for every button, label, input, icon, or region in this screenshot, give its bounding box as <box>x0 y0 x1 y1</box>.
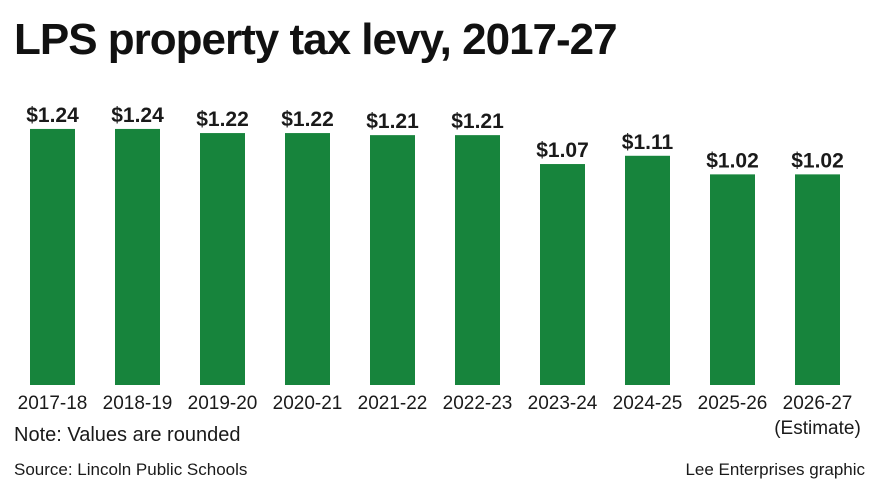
value-label: $1.07 <box>536 139 589 162</box>
value-label: $1.24 <box>26 104 79 127</box>
category-sublabel: (Estimate) <box>774 418 861 439</box>
category-label: 2018-19 <box>103 393 173 414</box>
category-label: 2025-26 <box>698 393 768 414</box>
bar-2018-19 <box>115 128 160 385</box>
bar-2024-25 <box>625 155 670 385</box>
bar-2017-18 <box>30 128 75 385</box>
bar-2019-20 <box>200 133 245 385</box>
chart-note: Note: Values are rounded <box>14 424 241 446</box>
category-label: 2017-18 <box>18 393 88 414</box>
bar-2020-21 <box>285 133 330 385</box>
value-label: $1.11 <box>622 131 674 154</box>
category-label: 2020-21 <box>273 393 343 414</box>
bar-2023-24 <box>540 164 585 385</box>
value-label: $1.02 <box>706 149 759 172</box>
category-label: 2022-23 <box>443 393 513 414</box>
category-label: 2026-27 <box>783 393 853 414</box>
graphic-credit: Lee Enterprises graphic <box>685 460 865 479</box>
category-label: 2023-24 <box>528 393 598 414</box>
category-label: 2024-25 <box>613 393 683 414</box>
value-label: $1.22 <box>196 108 249 131</box>
value-label: $1.02 <box>791 149 844 172</box>
chart-title: LPS property tax levy, 2017-27 <box>14 15 618 64</box>
value-label: $1.21 <box>366 110 419 133</box>
value-label: $1.22 <box>281 108 334 131</box>
value-label: $1.21 <box>451 110 504 133</box>
value-label: $1.24 <box>111 104 164 127</box>
bar-2025-26 <box>710 174 755 385</box>
category-label: 2021-22 <box>358 393 428 414</box>
bar-2022-23 <box>455 135 500 385</box>
category-label: 2019-20 <box>188 393 258 414</box>
bar-2026-27 <box>795 174 840 385</box>
source-credit: Source: Lincoln Public Schools <box>14 460 248 479</box>
bar-2021-22 <box>370 135 415 385</box>
